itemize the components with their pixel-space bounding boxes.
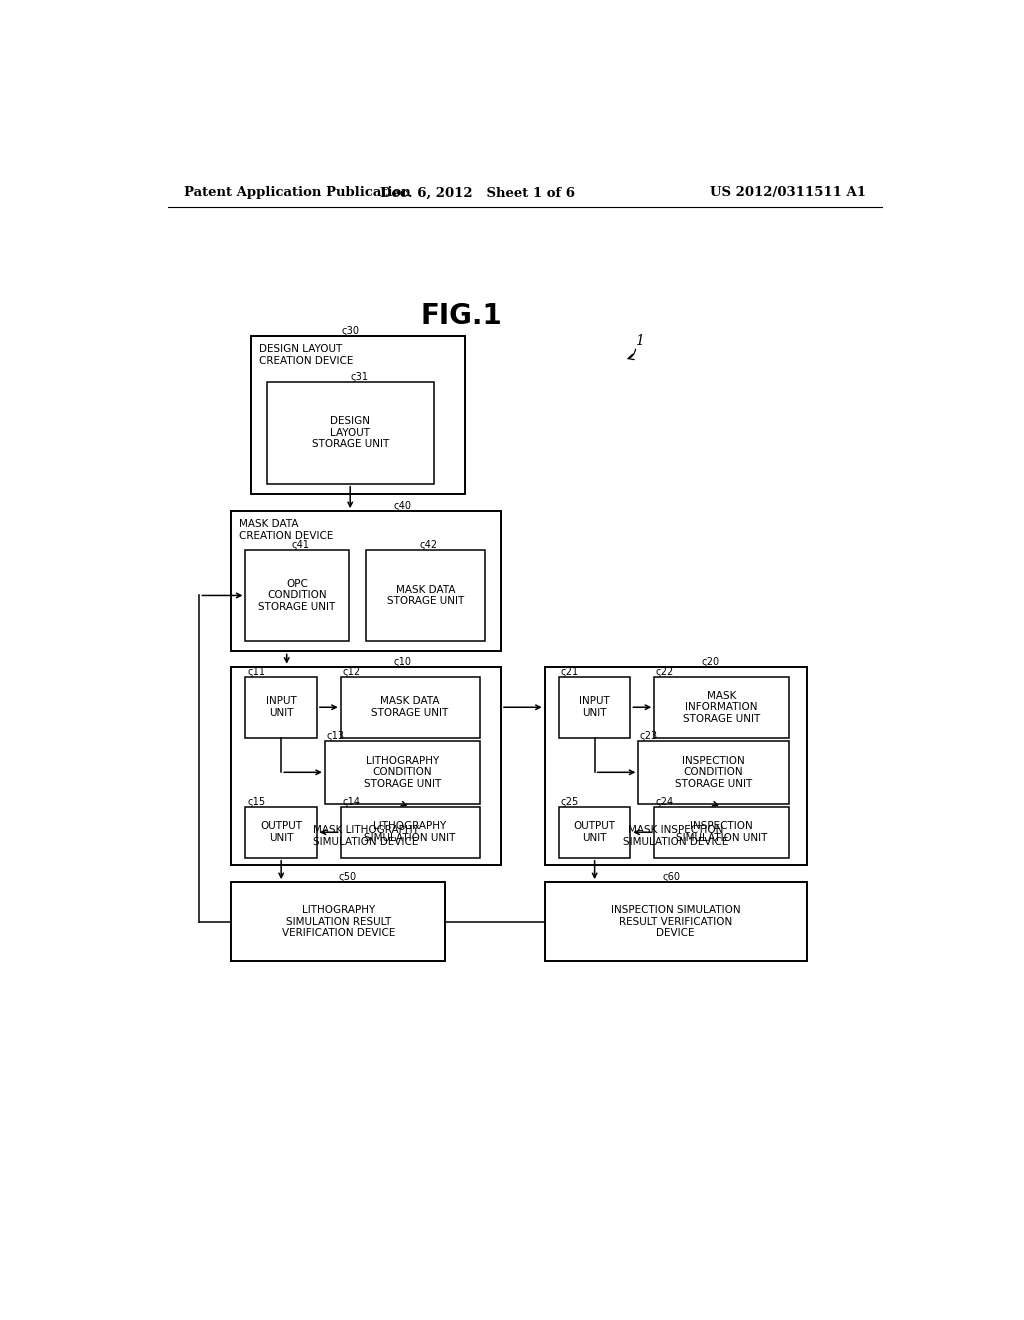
FancyBboxPatch shape [341, 677, 479, 738]
Text: ς60: ς60 [663, 873, 681, 882]
FancyBboxPatch shape [654, 807, 790, 858]
Text: ς50: ς50 [338, 873, 356, 882]
Text: Patent Application Publication: Patent Application Publication [183, 186, 411, 199]
FancyBboxPatch shape [231, 511, 501, 651]
Text: ς22: ς22 [655, 667, 674, 677]
Text: MASK DATA
STORAGE UNIT: MASK DATA STORAGE UNIT [387, 585, 464, 606]
FancyBboxPatch shape [246, 549, 348, 642]
Text: INPUT
UNIT: INPUT UNIT [266, 697, 297, 718]
FancyBboxPatch shape [367, 549, 485, 642]
Text: US 2012/0311511 A1: US 2012/0311511 A1 [710, 186, 866, 199]
Text: INSPECTION SIMULATION
RESULT VERIFICATION
DEVICE: INSPECTION SIMULATION RESULT VERIFICATIO… [610, 906, 740, 939]
Text: MASK DATA
STORAGE UNIT: MASK DATA STORAGE UNIT [372, 697, 449, 718]
Text: ς40: ς40 [393, 502, 411, 511]
Text: ς23: ς23 [640, 731, 658, 741]
Text: ς30: ς30 [341, 326, 359, 337]
Text: MASK DATA
CREATION DEVICE: MASK DATA CREATION DEVICE [240, 519, 334, 541]
FancyBboxPatch shape [545, 882, 807, 961]
Text: DESIGN LAYOUT
CREATION DEVICE: DESIGN LAYOUT CREATION DEVICE [259, 345, 353, 366]
Text: ς12: ς12 [342, 667, 360, 677]
FancyBboxPatch shape [246, 677, 316, 738]
FancyBboxPatch shape [654, 677, 790, 738]
Text: MASK INSPECTION
SIMULATION DEVICE: MASK INSPECTION SIMULATION DEVICE [623, 825, 728, 846]
FancyBboxPatch shape [341, 807, 479, 858]
Text: LITHOGRAPHY
SIMULATION RESULT
VERIFICATION DEVICE: LITHOGRAPHY SIMULATION RESULT VERIFICATI… [282, 906, 395, 939]
Text: ς14: ς14 [342, 797, 360, 807]
Text: ς42: ς42 [420, 540, 438, 549]
Text: ς25: ς25 [560, 797, 579, 807]
FancyBboxPatch shape [231, 882, 445, 961]
FancyBboxPatch shape [251, 337, 465, 494]
Text: OPC
CONDITION
STORAGE UNIT: OPC CONDITION STORAGE UNIT [258, 579, 336, 612]
Text: INPUT
UNIT: INPUT UNIT [580, 697, 610, 718]
Text: OUTPUT
UNIT: OUTPUT UNIT [260, 821, 302, 843]
Text: Dec. 6, 2012   Sheet 1 of 6: Dec. 6, 2012 Sheet 1 of 6 [380, 186, 574, 199]
FancyBboxPatch shape [559, 677, 631, 738]
Text: LITHOGRAPHY
SIMULATION UNIT: LITHOGRAPHY SIMULATION UNIT [365, 821, 456, 843]
FancyBboxPatch shape [246, 807, 316, 858]
Text: INSPECTION
SIMULATION UNIT: INSPECTION SIMULATION UNIT [676, 821, 767, 843]
Text: ς10: ς10 [393, 656, 411, 667]
Text: ς24: ς24 [655, 797, 674, 807]
Text: MASK LITHOGRAPHY
SIMULATION DEVICE: MASK LITHOGRAPHY SIMULATION DEVICE [313, 825, 419, 846]
Text: LITHOGRAPHY
CONDITION
STORAGE UNIT: LITHOGRAPHY CONDITION STORAGE UNIT [364, 756, 440, 789]
FancyBboxPatch shape [325, 741, 479, 804]
FancyBboxPatch shape [638, 741, 790, 804]
Text: ς20: ς20 [701, 656, 720, 667]
Text: ς41: ς41 [292, 540, 310, 549]
Text: FIG.1: FIG.1 [421, 302, 502, 330]
Text: INSPECTION
CONDITION
STORAGE UNIT: INSPECTION CONDITION STORAGE UNIT [675, 756, 753, 789]
FancyBboxPatch shape [267, 381, 433, 483]
Text: OUTPUT
UNIT: OUTPUT UNIT [573, 821, 615, 843]
Text: ς31: ς31 [350, 372, 369, 381]
Text: MASK
INFORMATION
STORAGE UNIT: MASK INFORMATION STORAGE UNIT [683, 690, 760, 723]
Text: ς13: ς13 [327, 731, 344, 741]
Text: DESIGN
LAYOUT
STORAGE UNIT: DESIGN LAYOUT STORAGE UNIT [311, 416, 389, 449]
Text: ς15: ς15 [247, 797, 265, 807]
FancyBboxPatch shape [559, 807, 631, 858]
Text: ς11: ς11 [247, 667, 265, 677]
Text: ς21: ς21 [560, 667, 579, 677]
FancyBboxPatch shape [545, 667, 807, 865]
FancyBboxPatch shape [231, 667, 501, 865]
Text: 1: 1 [636, 334, 644, 348]
